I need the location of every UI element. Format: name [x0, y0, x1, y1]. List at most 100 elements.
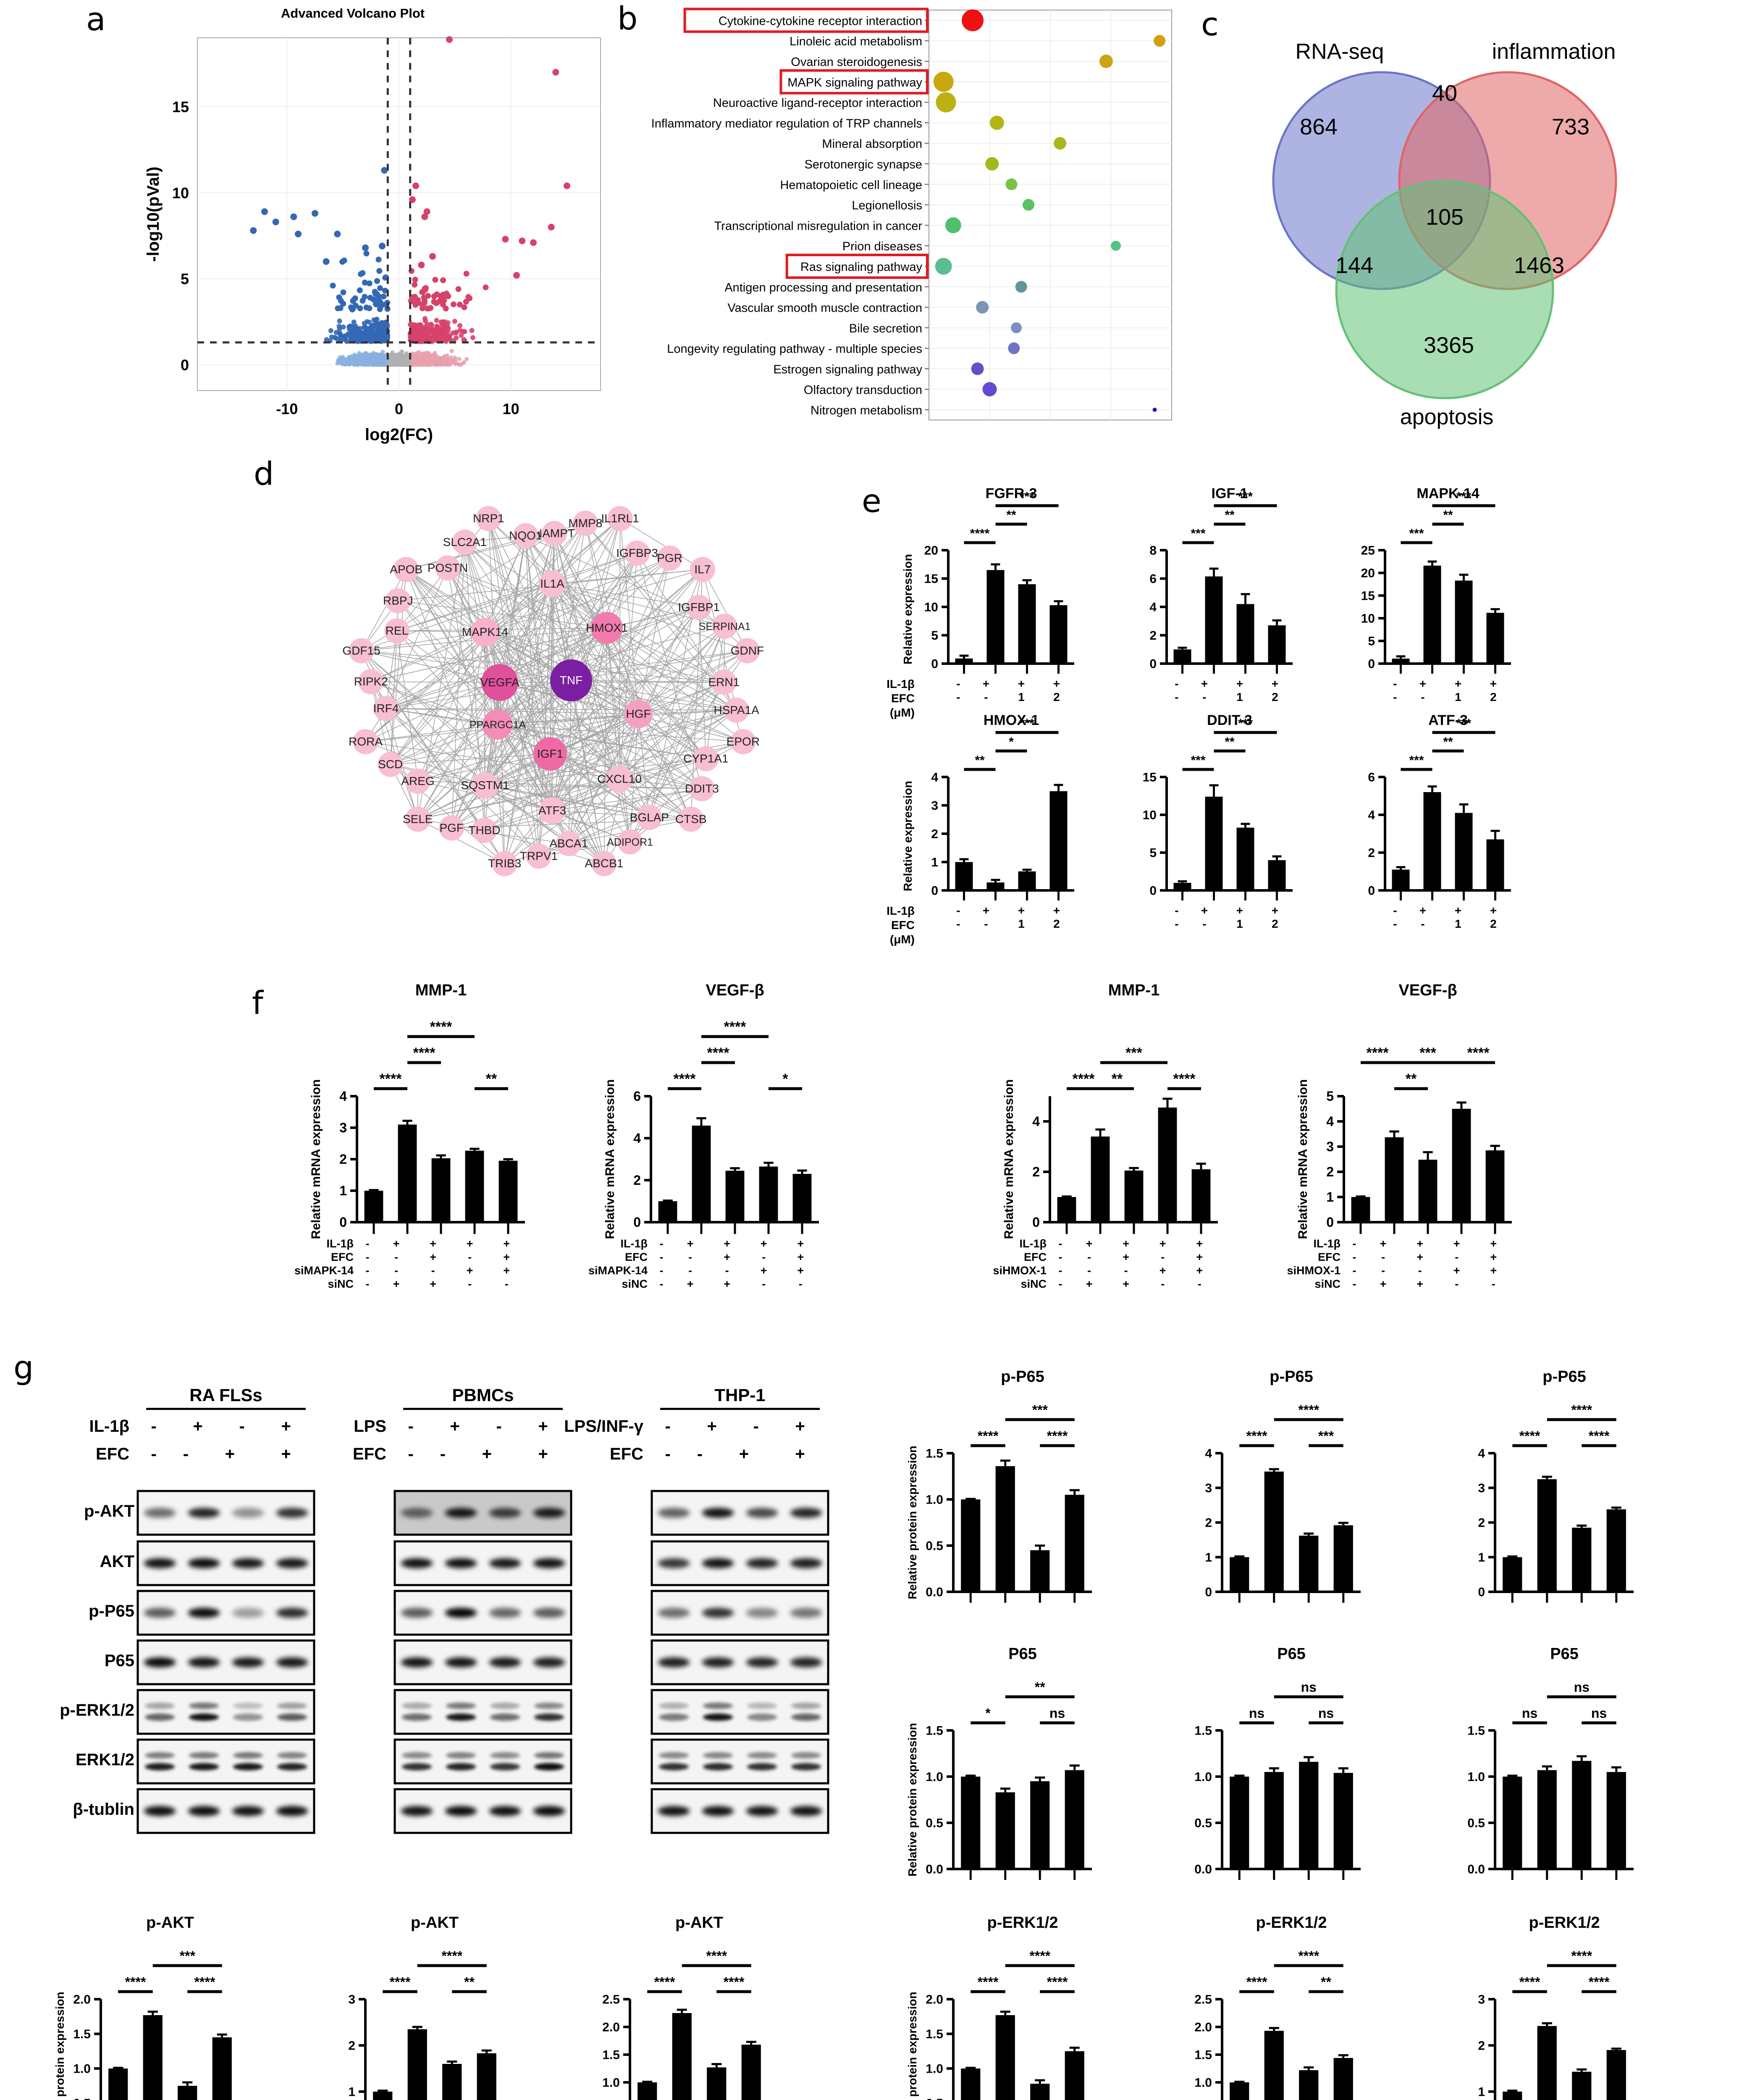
- bar: [1057, 1197, 1076, 1222]
- bar: [1173, 649, 1191, 664]
- svg-text:apoptosis: apoptosis: [1400, 405, 1494, 429]
- panel-g-quant-pakt-thp1: 0.00.51.01.52.02.5************p-AKT: [567, 1911, 819, 2100]
- panel-f-condition-row-labels: IL-1β EFC siMAPK-14 siNC: [260, 1237, 354, 1291]
- y-axis-label: Relative mRNA expression: [603, 1079, 617, 1239]
- blot-row-label: AKT: [100, 1552, 134, 1571]
- condition-cell: -: [1491, 1277, 1495, 1290]
- kegg-pathway-label: Bile secretion: [849, 322, 922, 335]
- panel-label-g: g: [13, 1349, 34, 1386]
- bar: [955, 658, 973, 664]
- network-node: [550, 659, 592, 701]
- panel-e-condition-table: - + + + - -1 2: [1167, 677, 1293, 704]
- network-node-label: NQO1: [509, 529, 542, 542]
- condition-cell: -: [496, 1417, 502, 1436]
- network-node-label: IL7: [694, 563, 711, 576]
- bar: [1030, 2084, 1050, 2100]
- network-node-label: TNF: [560, 674, 582, 687]
- condition-cell: -: [1202, 917, 1207, 930]
- significance-label: ****: [1589, 1428, 1610, 1444]
- network-node: [471, 618, 499, 646]
- network-node-label: SELE: [403, 812, 433, 825]
- panel-e-chart-mapk-14: 0 5 10 15 20 25 *** ** *** MAPK-14- + + + - -1 2: [1335, 483, 1533, 704]
- blot-box: [136, 1540, 315, 1586]
- condition-cell: +: [739, 1445, 749, 1463]
- kegg-pathway-label: Ras signaling pathway: [800, 260, 923, 274]
- chart-title: DDIT-3: [1207, 712, 1252, 728]
- blot-row-label: p-P65: [89, 1602, 134, 1620]
- panel-f-condition-row-labels: IL-1β EFC siMAPK-14 siNC: [554, 1237, 648, 1291]
- bar: [108, 2068, 128, 2100]
- svg-text:15: 15: [172, 98, 189, 116]
- panel-f-condition-row-labels: IL-1β EFC siHMOX-1 siNC: [953, 1237, 1047, 1291]
- condition-cell: +: [982, 677, 990, 690]
- condition-cell: -: [1393, 677, 1397, 690]
- condition-cell: -: [1393, 904, 1397, 917]
- panel-g-quant-pakt-raflss: 0.00.51.01.52.0***********p-AKTRelative …: [38, 1911, 290, 2100]
- blot-box: [651, 1590, 829, 1636]
- network-node: [373, 696, 399, 721]
- panel-e-condition-table: - + + + - -1 2: [948, 677, 1074, 704]
- bar: [1452, 1109, 1471, 1222]
- significance-label: ****: [1571, 1948, 1592, 1964]
- y-tick-label: 1: [1205, 1551, 1212, 1564]
- condition-cell: +: [760, 1237, 767, 1250]
- bar: [1091, 1137, 1110, 1222]
- blot-group-title: PBMCs: [452, 1385, 514, 1405]
- network-node-label: VEGFA: [480, 676, 519, 689]
- network-node-label: GDF15: [342, 644, 380, 657]
- network-node: [711, 669, 737, 695]
- panel-g-quant-pp65-raflss: 0.0 0.5 1.0 1.5 **** **** *** p-P65 Relative pro…: [890, 1365, 1142, 1617]
- bar: [986, 570, 1005, 664]
- significance-label: ****: [674, 1071, 696, 1087]
- chart-title: p-P65: [1270, 1368, 1313, 1386]
- network-node-label: ADIPOR1: [607, 836, 653, 848]
- y-axis-label: Relative protein expression: [906, 1992, 919, 2100]
- condition-cell: +: [393, 1277, 400, 1290]
- condition-cell: +: [1018, 677, 1025, 690]
- kegg-dot: [1111, 241, 1121, 251]
- condition-row-label: EFC: [331, 1250, 354, 1263]
- y-tick-label: 2: [633, 1173, 641, 1188]
- network-node: [730, 729, 756, 754]
- network-node-label: EPOR: [727, 735, 760, 748]
- condition-cell: +: [225, 1445, 235, 1463]
- bar: [1392, 659, 1410, 664]
- bar: [672, 2013, 692, 2100]
- network-node: [678, 806, 704, 832]
- kegg-dot: [1152, 407, 1157, 412]
- blot-condition-row: - - + +: [652, 1445, 828, 1464]
- svg-text:144: 144: [1335, 253, 1373, 278]
- y-axis-label: Relative protein expression: [53, 1992, 66, 2100]
- condition-cell: +: [193, 1417, 203, 1436]
- blot-condition-row: - - + +: [395, 1445, 571, 1464]
- y-tick-label: 3: [1205, 1481, 1212, 1495]
- y-tick-label: 20: [1361, 567, 1375, 580]
- network-node: [693, 746, 719, 772]
- panel-f-condition-table: - + + + + - - + - + - - - + + - + + - -: [651, 1237, 819, 1291]
- condition-cell: -: [984, 690, 988, 704]
- y-tick-label: 0: [1149, 657, 1157, 671]
- bar: [1537, 1770, 1557, 1869]
- blot-box: [651, 1689, 829, 1735]
- network-node-label: ATF3: [538, 804, 566, 817]
- condition-cell: +: [687, 1237, 694, 1250]
- kegg-pathway-label: Cytokine-cytokine receptor interaction: [719, 14, 922, 28]
- y-axis-label: Relative mRNA expression: [1002, 1079, 1016, 1239]
- y-tick-label: 0.5: [1467, 1816, 1485, 1830]
- condition-row-label: EFC: [1024, 1250, 1047, 1263]
- y-tick-label: 4: [1326, 1114, 1334, 1129]
- panel-e-chart-ddit-3: 0 5 10 15 *** ** *** DDIT-3- + + + - -1 2: [1117, 710, 1314, 930]
- condition-cell: +: [281, 1417, 291, 1436]
- network-node-label: RIPK2: [354, 675, 388, 688]
- blot-box: [136, 1689, 315, 1735]
- y-tick-label: 0: [931, 657, 938, 671]
- condition-cell: -: [762, 1277, 766, 1290]
- significance-label: **: [1006, 508, 1016, 522]
- bar: [407, 2029, 427, 2100]
- kegg-pathway-label: Linoleic acid metabolism: [790, 35, 922, 48]
- kegg-dot: [935, 258, 952, 275]
- condition-cell: +: [797, 1250, 804, 1263]
- condition-cell: 2: [1490, 690, 1497, 704]
- kegg-dot: [945, 217, 961, 234]
- significance-label: ****: [1589, 1974, 1610, 1990]
